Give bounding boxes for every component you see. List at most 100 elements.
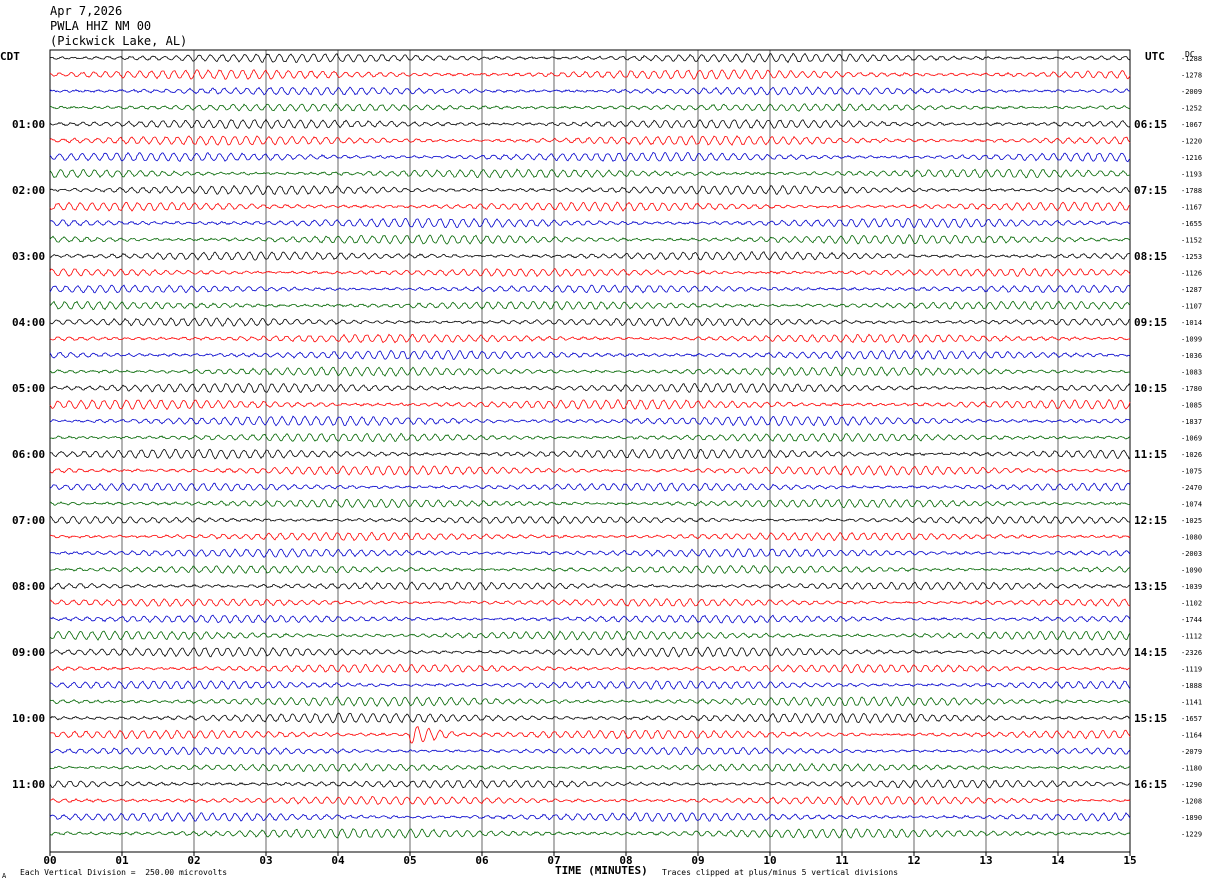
trace-row [49,630,1131,641]
trace-row [49,811,1131,823]
trace-row [49,52,1131,64]
trace-row [49,69,1131,80]
dc-offset-label: -1036 [1181,352,1202,360]
dc-offset-label: -1216 [1181,154,1202,162]
x-tick-label: 00 [43,854,56,867]
right-hour-label: 13:15 [1134,580,1167,593]
trace-row [49,366,1131,377]
trace-row [49,217,1131,229]
dc-offset-label: -2470 [1181,484,1202,492]
dc-offset-label: -1744 [1181,616,1202,624]
trace-row [49,86,1131,96]
trace-row [49,531,1131,542]
dc-offset-label: -1220 [1181,138,1202,146]
trace-row [49,696,1131,708]
dc-offset-label: -1290 [1181,781,1202,789]
dc-offset-label: -2326 [1181,649,1202,657]
trace-row [49,398,1131,411]
trace-row [49,779,1131,789]
dc-offset-label: -1112 [1181,633,1202,641]
trace-row [49,726,1131,744]
trace-row [49,564,1131,574]
trace-row [49,168,1131,179]
left-timezone-label: CDT [0,50,20,63]
clip-note: Traces clipped at plus/minus 5 vertical … [662,868,899,877]
dc-column-label: DC [1185,50,1195,59]
x-tick-label: 05 [403,854,416,867]
left-hour-label: 05:00 [12,382,45,395]
x-tick-label: 09 [691,854,704,867]
dc-offset-label: -1788 [1181,187,1202,195]
x-tick-label: 13 [979,854,992,867]
x-tick-label: 03 [259,854,272,867]
station-location: (Pickwick Lake, AL) [50,34,188,48]
dc-offset-label: -1837 [1181,418,1202,426]
dc-offset-label: -1141 [1181,699,1202,707]
right-hour-label: 09:15 [1134,316,1167,329]
trace-row [49,498,1131,509]
dc-offset-label: -1229 [1181,831,1202,839]
right-hour-label: 07:15 [1134,184,1167,197]
x-tick-label: 08 [619,854,632,867]
station-code: PWLA HHZ NM 00 [50,19,152,33]
dc-offset-label: -1102 [1181,600,1202,608]
trace-row [49,118,1131,130]
dc-offset-label: -1252 [1181,105,1202,113]
trace-row [49,284,1131,294]
trace-row [49,712,1131,724]
x-tick-label: 02 [187,854,200,867]
dc-offset-label: -1069 [1181,435,1202,443]
dc-offset-label: -1119 [1181,666,1202,674]
right-hour-label: 12:15 [1134,514,1167,527]
trace-row [49,614,1131,624]
trace-row [49,795,1131,806]
dc-offset-label: -1067 [1181,121,1202,129]
dc-offset-label: -1083 [1181,369,1202,377]
trace-row [49,151,1131,163]
right-hour-label: 16:15 [1134,778,1167,791]
left-hour-label: 01:00 [12,118,45,131]
trace-row [49,598,1131,607]
dc-offset-label: -1126 [1181,270,1202,278]
trace-row [49,680,1131,690]
left-hour-label: 06:00 [12,448,45,461]
right-hour-label: 14:15 [1134,646,1167,659]
dc-offset-label: -1074 [1181,501,1202,509]
dc-offset-label: -1164 [1181,732,1202,740]
dc-offset-label: -1193 [1181,171,1202,179]
trace-row [49,828,1131,839]
dc-offset-label: -2009 [1181,88,1202,96]
dc-offset-label: -1780 [1181,385,1202,393]
trace-row [49,102,1131,112]
dc-offset-label: -1107 [1181,303,1202,311]
right-hour-label: 10:15 [1134,382,1167,395]
right-hour-label: 15:15 [1134,712,1167,725]
left-hour-label: 10:00 [12,712,45,725]
right-hour-label: 11:15 [1134,448,1167,461]
x-tick-label: 11 [835,854,849,867]
trace-row [49,432,1131,443]
trace-row [49,201,1131,212]
x-tick-label: 12 [907,854,920,867]
trace-row [49,267,1131,278]
right-timezone-label: UTC [1145,50,1165,63]
left-hour-label: 02:00 [12,184,45,197]
trace-row [49,762,1131,772]
trace-row [49,746,1131,756]
plot-date: Apr 7,2026 [50,4,123,18]
trace-row [49,515,1131,525]
left-hour-label: 08:00 [12,580,45,593]
dc-offset-label: -1278 [1181,72,1202,80]
trace-row [49,663,1131,674]
left-hour-label: 03:00 [12,250,45,263]
dc-offset-label: -1014 [1181,319,1202,327]
trace-row [49,300,1131,311]
dc-offset-label: -1253 [1181,253,1202,261]
dc-offset-label: -1039 [1181,583,1202,591]
trace-row [49,234,1131,245]
dc-offset-label: -1026 [1181,451,1202,459]
trace-row [49,448,1131,460]
left-hour-label: 11:00 [12,778,45,791]
x-axis-title: TIME (MINUTES) [555,864,648,877]
dc-offset-label: -1099 [1181,336,1202,344]
